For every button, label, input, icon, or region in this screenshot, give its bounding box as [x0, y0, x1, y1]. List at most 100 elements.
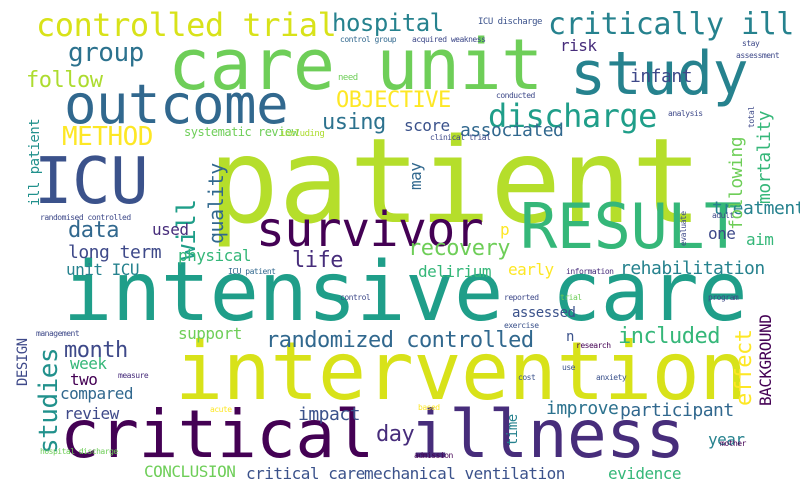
word-treatment: treatment: [712, 198, 800, 219]
word-risk: risk: [560, 36, 597, 55]
word-used: used: [152, 220, 189, 239]
word-controlled-trial: controlled trial: [36, 6, 337, 44]
word-including: including: [280, 129, 325, 139]
word-use: use: [562, 363, 575, 372]
word-week: week: [70, 354, 107, 373]
word-assessed: assessed: [512, 305, 576, 321]
word-critical: critical: [60, 396, 374, 473]
word-unit-icu: unit ICU: [66, 260, 140, 279]
word-one: one: [708, 224, 736, 243]
word-anxiety: anxiety: [596, 373, 627, 382]
word-information: information: [566, 267, 614, 276]
word-hospital-discharge: hospital discharge: [40, 447, 118, 456]
word-survivor: survivor: [256, 202, 484, 258]
word-total: total: [747, 106, 756, 128]
word-associated: associated: [460, 120, 564, 141]
word-discharge: discharge: [488, 97, 657, 135]
word-measure: measure: [118, 371, 149, 380]
word-outcome: outcome: [64, 73, 289, 136]
word-study: study: [570, 39, 749, 109]
word-control: control: [340, 293, 371, 302]
word-design: DESIGN: [15, 338, 31, 386]
word-using: using: [322, 110, 386, 135]
word-follow: follow: [26, 68, 103, 93]
word-analysis: analysis: [668, 109, 703, 118]
word-adult: adult: [712, 211, 734, 220]
word-year: year: [708, 430, 745, 449]
word-n: n: [566, 329, 574, 345]
word-evaluate: evaluate: [679, 211, 688, 246]
word-control-group: control group: [340, 35, 397, 44]
word-intervention: intervention: [175, 325, 747, 418]
word-review: review: [64, 404, 119, 423]
word-reported: reported: [504, 293, 539, 302]
word-included: included: [618, 324, 720, 349]
word-intensive-care: intensive care: [63, 245, 748, 340]
word-improve: improve: [546, 398, 619, 419]
word-physical: physical: [178, 246, 252, 265]
word-background: BACKGROUND: [756, 314, 775, 406]
word-cost: cost: [518, 373, 536, 382]
word-delirium: delirium: [418, 262, 492, 281]
word-management: management: [36, 329, 80, 338]
word-quality: quality: [204, 163, 228, 244]
word-participant: participant: [620, 400, 734, 421]
word-evidence: evidence: [608, 464, 682, 483]
word-illness: illness: [410, 396, 685, 473]
word-p: p: [500, 220, 510, 239]
word-support: support: [178, 324, 242, 343]
word-rehabilitation: rehabilitation: [620, 258, 765, 279]
word-ill-patient: ill patient: [27, 118, 43, 206]
word-impact: impact: [298, 404, 361, 425]
word-icu-patient: ICU patient: [228, 267, 276, 276]
word-studies: studies: [34, 347, 64, 454]
word-may: may: [406, 162, 425, 190]
word-result: RESULT: [520, 190, 741, 263]
word-long-term: long term: [68, 242, 162, 263]
word-life: life: [292, 248, 343, 273]
word-icu: ICU: [34, 145, 149, 219]
word-stay: stay: [742, 39, 760, 48]
word-conclusion: CONCLUSION: [144, 462, 236, 481]
word-icu-discharge: ICU discharge: [478, 17, 542, 27]
word-early: early: [508, 260, 554, 279]
word-patient: patient: [208, 112, 702, 250]
word-objective: OBJECTIVE: [336, 88, 451, 113]
word-group: group: [68, 38, 144, 68]
word-exercise: exercise: [504, 321, 539, 330]
word-time: time: [505, 414, 521, 446]
word-admission: admission: [414, 451, 453, 460]
word-clinical-trial: clinical trial: [430, 133, 491, 142]
word-day: day: [376, 422, 415, 447]
word-acquired-weakness: acquired weakness: [412, 35, 486, 44]
word-critically-ill: critically ill: [548, 7, 794, 42]
word-research: research: [576, 341, 611, 350]
word-randomized-controlled: randomized controlled: [266, 328, 534, 353]
word-method: METHOD: [62, 122, 153, 152]
word-effect: effect: [732, 329, 757, 406]
word-aim: aim: [746, 230, 774, 249]
word-mortality: mortality: [754, 110, 775, 204]
word-program: program: [708, 293, 739, 302]
word-month: month: [64, 338, 128, 363]
word-assessment: assessment: [736, 51, 780, 60]
word-need: need: [338, 73, 358, 83]
word-acute: acute: [210, 405, 232, 414]
word-conducted: conducted: [496, 91, 535, 100]
word-critical-care: critical care: [246, 464, 365, 483]
word-based: based: [418, 403, 440, 412]
word-mother: mother: [720, 439, 746, 448]
word-infant: infant: [630, 66, 693, 87]
word-trial: trial: [560, 293, 582, 302]
word-compared: compared: [60, 384, 134, 403]
word-recovery: recovery: [408, 236, 510, 261]
word-systematic-review: systematic review: [184, 125, 299, 139]
word-two: two: [70, 370, 98, 389]
word-mechanical-ventilation: mechanical ventilation: [364, 464, 565, 483]
word-randomised-controlled: randomised controlled: [40, 213, 131, 222]
word-care-unit: care unit: [168, 24, 543, 106]
word-hospital: hospital: [332, 9, 444, 37]
word-score: score: [404, 116, 450, 135]
word-data: data: [68, 218, 119, 243]
